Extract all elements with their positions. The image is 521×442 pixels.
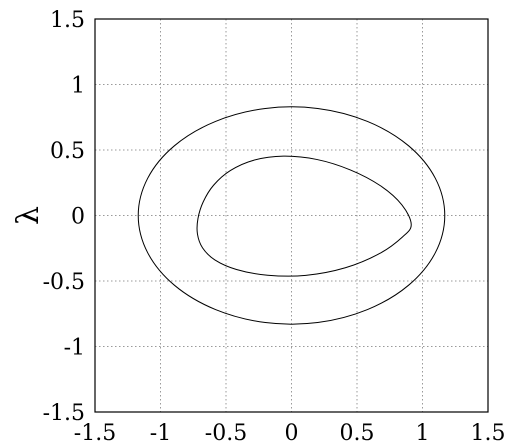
plot-frame — [94, 18, 489, 413]
y-tick-label: -0.5 — [43, 270, 85, 295]
x-tick-labels: -1.5 -1 -0.5 0 0.5 1 1.5 — [74, 421, 506, 442]
y-tick-label: 0 — [71, 205, 85, 230]
grid-lines — [95, 19, 488, 412]
y-tick-label: -1 — [64, 336, 85, 361]
series-group — [137, 106, 446, 325]
y-tick-label: 1.5 — [50, 8, 85, 33]
x-tick-label: -1 — [150, 421, 171, 442]
x-tick-label: -1.5 — [74, 421, 116, 442]
x-tick-label: 0.5 — [340, 421, 375, 442]
y-tick-label: -1.5 — [43, 401, 85, 426]
x-tick-label: 0 — [285, 421, 299, 442]
y-axis-label: λ — [11, 206, 46, 225]
x-tick-label: 1.5 — [471, 421, 506, 442]
inner-contour-line — [196, 155, 412, 277]
outer-contour-line — [137, 106, 446, 325]
y-tick-labels: -1.5 -1 -0.5 0 0.5 1 1.5 — [43, 8, 85, 426]
x-tick-label: -0.5 — [205, 421, 247, 442]
x-tick-label: 1 — [416, 421, 430, 442]
y-tick-label: 0.5 — [50, 139, 85, 164]
y-tick-label: 1 — [71, 74, 85, 99]
